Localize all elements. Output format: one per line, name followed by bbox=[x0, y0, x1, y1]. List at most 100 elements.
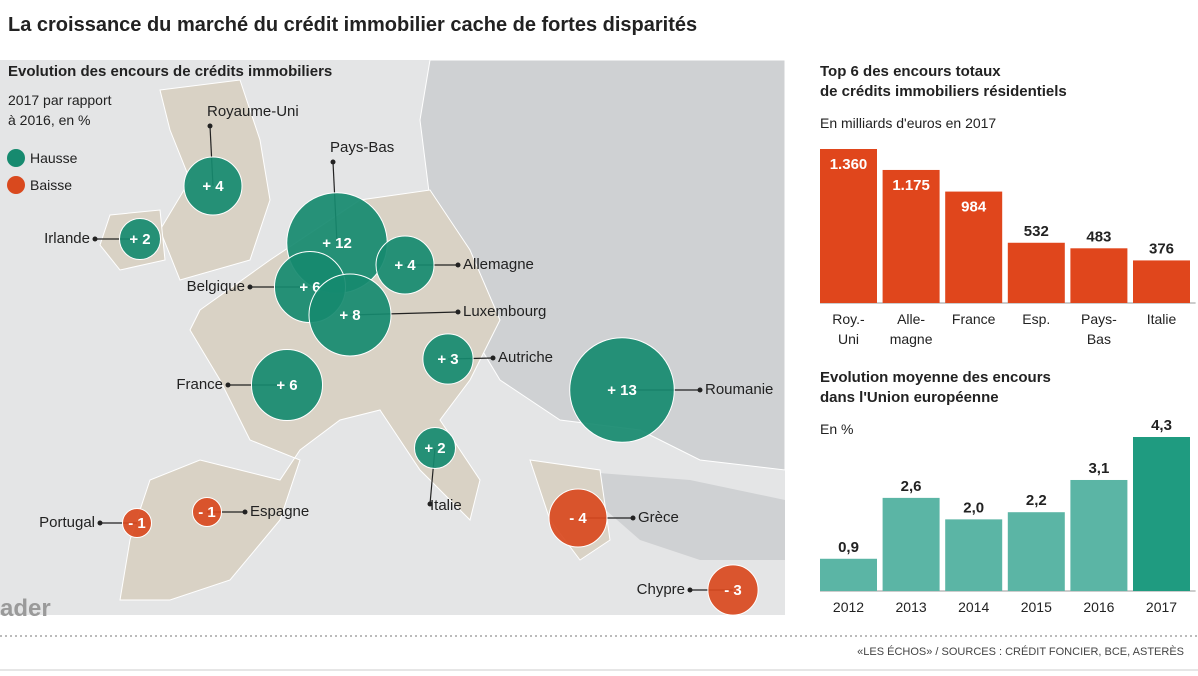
country-label: Italie bbox=[430, 497, 462, 514]
value-label: 376 bbox=[1149, 240, 1174, 257]
country-label: Royaume-Uni bbox=[207, 103, 299, 120]
bar bbox=[882, 497, 940, 591]
value-label: 3,1 bbox=[1088, 460, 1109, 477]
legend-label: Baisse bbox=[30, 177, 73, 193]
value-label: 532 bbox=[1024, 223, 1049, 240]
country-label: France bbox=[176, 376, 223, 393]
page-title: La croissance du marché du crédit immobi… bbox=[8, 14, 698, 36]
value-label: 2,6 bbox=[901, 478, 922, 495]
bubble bbox=[375, 235, 435, 295]
bubble-label: + 12 bbox=[322, 235, 352, 252]
category-label: 2012 bbox=[832, 599, 865, 615]
bubble bbox=[548, 488, 608, 548]
east-land bbox=[419, 59, 786, 471]
leader-dot bbox=[687, 587, 693, 593]
country-label: Allemagne bbox=[463, 256, 534, 273]
bubble-label: + 6 bbox=[276, 377, 297, 394]
bar bbox=[1070, 248, 1128, 303]
bubble-label: + 2 bbox=[129, 231, 150, 248]
country-label: Roumanie bbox=[705, 381, 774, 398]
watermark: ader bbox=[0, 595, 51, 622]
bubble-label: + 8 bbox=[339, 307, 360, 324]
bubble-label: - 1 bbox=[198, 504, 216, 521]
category-label: 2013 bbox=[895, 599, 927, 615]
leader-dot bbox=[697, 387, 703, 393]
turkey-land bbox=[560, 470, 785, 560]
bubble bbox=[192, 497, 222, 527]
bubble-label: - 4 bbox=[569, 510, 587, 527]
map-subtitle: 2017 par rapport à 2016, en % bbox=[8, 92, 112, 128]
leader-dot bbox=[455, 309, 461, 315]
bubble-label: + 4 bbox=[394, 257, 416, 274]
country-label: Pays-Bas bbox=[330, 139, 395, 156]
country-label: Belgique bbox=[186, 278, 245, 295]
bar bbox=[945, 519, 1003, 591]
value-label: 483 bbox=[1086, 228, 1111, 245]
bar-subtitle: En milliards d'euros en 2017 bbox=[820, 115, 997, 131]
map-title: Evolution des encours de crédits immobil… bbox=[8, 63, 333, 80]
bar bbox=[882, 169, 940, 303]
leader-dot bbox=[490, 355, 496, 361]
value-label: 1.360 bbox=[830, 156, 868, 173]
value-label: 984 bbox=[961, 199, 987, 216]
bubble bbox=[183, 156, 243, 216]
leader-dot bbox=[207, 123, 213, 129]
value-label: 0,9 bbox=[838, 539, 859, 556]
bubble bbox=[413, 426, 457, 470]
value-label: 2,0 bbox=[963, 499, 984, 516]
category-label: Roy.- Uni bbox=[832, 311, 865, 347]
bar bbox=[1070, 479, 1128, 591]
leader-dot bbox=[92, 236, 98, 242]
leader-dot bbox=[247, 284, 253, 290]
country-label: Grèce bbox=[638, 509, 679, 526]
bar bbox=[1007, 512, 1065, 591]
leader-dot bbox=[97, 520, 103, 526]
bubble-label: - 1 bbox=[128, 515, 146, 532]
category-label: France bbox=[951, 311, 996, 327]
bubble bbox=[122, 508, 152, 538]
bubble bbox=[250, 348, 324, 422]
bar bbox=[945, 191, 1003, 303]
country-label: Espagne bbox=[250, 503, 310, 520]
country-label: Irlande bbox=[44, 230, 90, 247]
bar-subtitle: En % bbox=[820, 421, 854, 437]
leader-dot bbox=[242, 509, 248, 515]
bar bbox=[820, 149, 877, 303]
country-label: Portugal bbox=[39, 514, 95, 531]
source: «LES ÉCHOS» / SOURCES : CRÉDIT FONCIER, … bbox=[857, 646, 1184, 658]
leader-dot bbox=[330, 159, 336, 165]
value-label: 1.175 bbox=[892, 177, 930, 194]
category-label: Esp. bbox=[1022, 311, 1051, 327]
country-label: Autriche bbox=[498, 349, 554, 366]
category-label: 2016 bbox=[1083, 599, 1115, 615]
leader-dot bbox=[455, 262, 461, 268]
bubble-label: + 13 bbox=[607, 382, 637, 399]
legend-label: Hausse bbox=[30, 150, 78, 166]
category-label: Pays- Bas bbox=[1080, 311, 1117, 347]
category-label: Italie bbox=[1146, 311, 1177, 327]
bubble bbox=[707, 564, 759, 616]
category-label: 2014 bbox=[958, 599, 990, 615]
bubble-label: - 3 bbox=[724, 582, 742, 599]
category-label: 2017 bbox=[1145, 599, 1178, 615]
leader-dot bbox=[225, 382, 231, 388]
country-label: Luxembourg bbox=[463, 303, 547, 320]
bar bbox=[820, 558, 877, 591]
category-label: 2015 bbox=[1020, 599, 1052, 615]
category-label: Alle- magne bbox=[889, 311, 933, 347]
bubble-label: + 2 bbox=[424, 440, 445, 457]
bubble bbox=[118, 217, 162, 261]
bar-title: Evolution moyenne des encours dans l'Uni… bbox=[820, 369, 1051, 406]
bubble-label: + 3 bbox=[437, 351, 458, 368]
legend-swatch bbox=[7, 176, 25, 194]
bubble bbox=[422, 333, 474, 385]
bar bbox=[1007, 242, 1065, 303]
value-label: 2,2 bbox=[1026, 492, 1047, 509]
legend-swatch bbox=[7, 149, 25, 167]
bubble-label: + 4 bbox=[202, 178, 224, 195]
bubble bbox=[569, 337, 675, 443]
value-label: 4,3 bbox=[1151, 417, 1172, 434]
leader-dot bbox=[630, 515, 636, 521]
